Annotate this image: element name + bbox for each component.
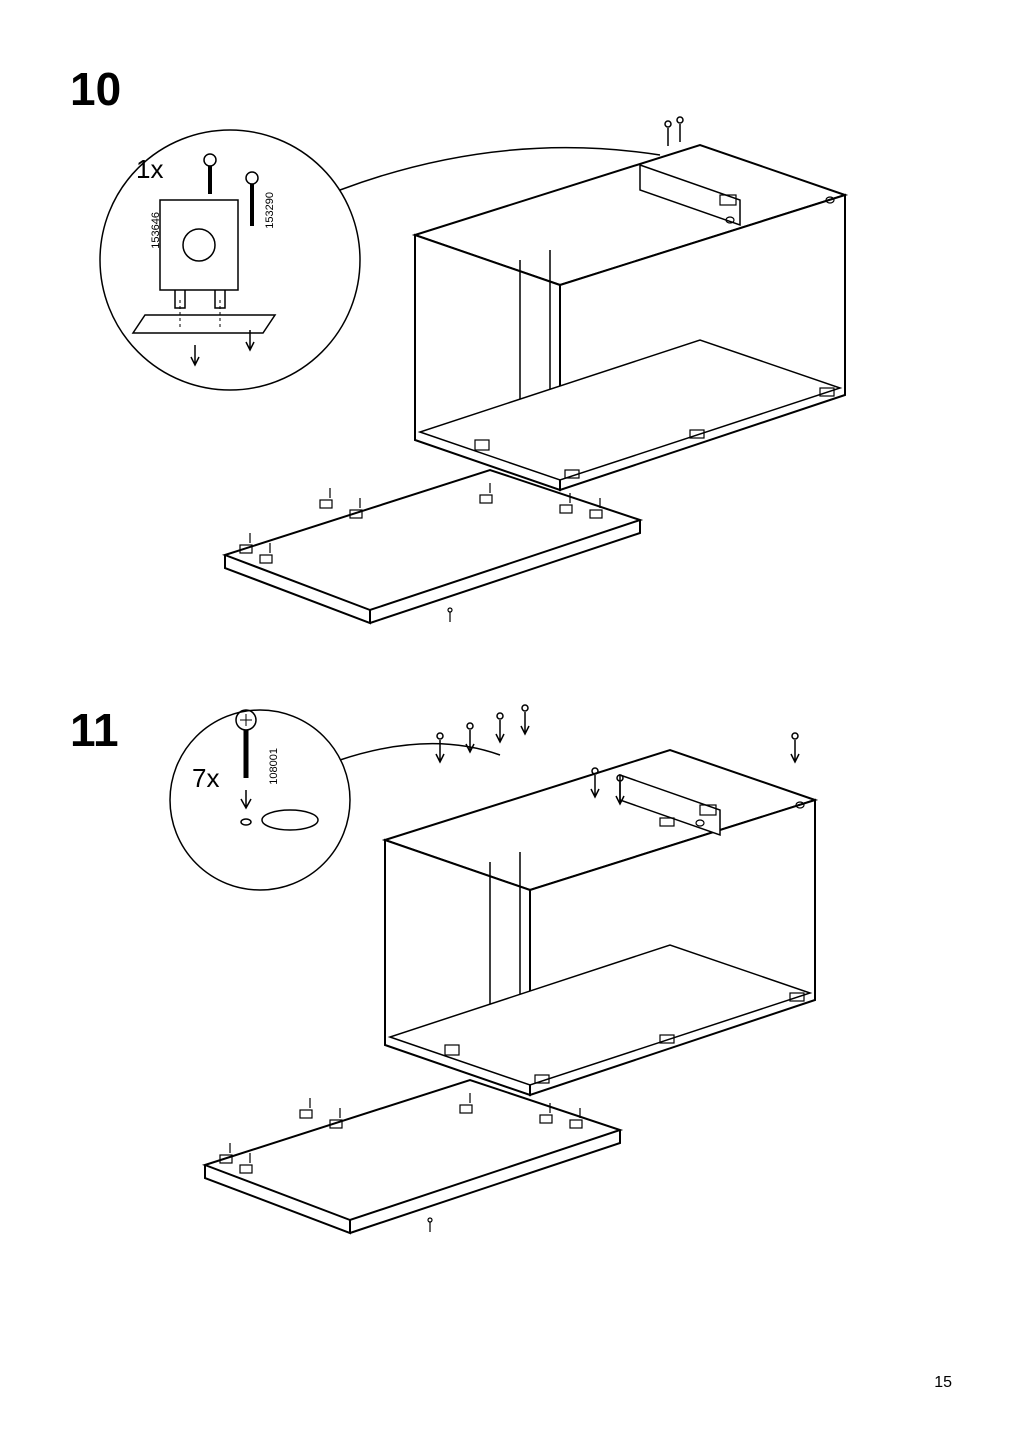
assembly-diagrams xyxy=(0,0,1012,1432)
